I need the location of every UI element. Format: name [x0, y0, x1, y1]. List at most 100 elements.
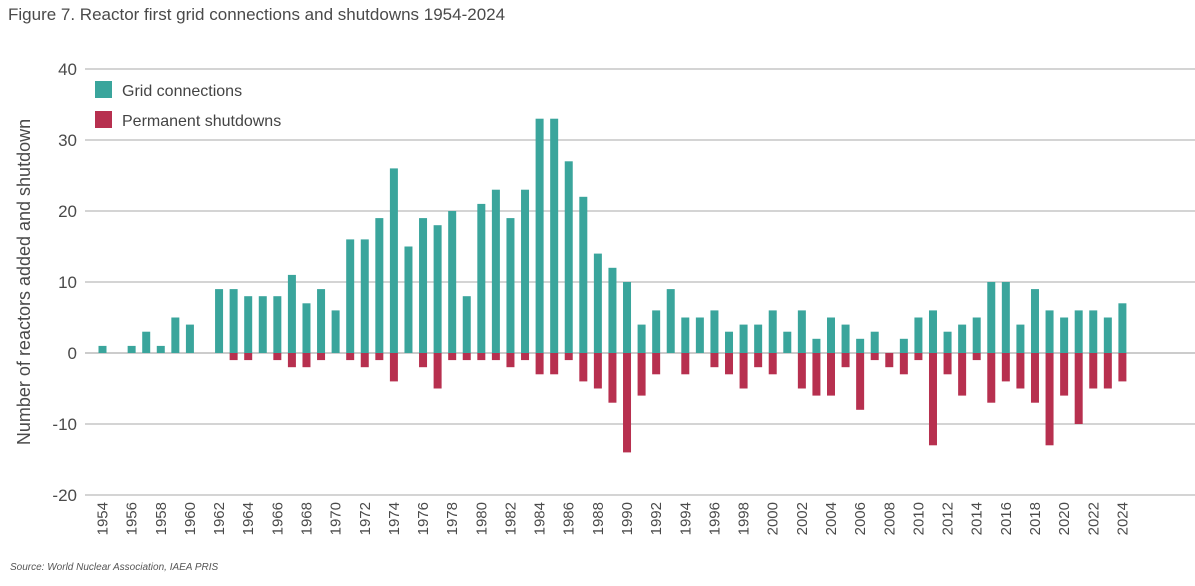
bar-grid-connections-1963	[229, 289, 238, 353]
bar-grid-connections-2022	[1089, 310, 1098, 353]
bar-permanent-shutdowns-2013	[958, 353, 967, 396]
bar-permanent-shutdowns-1972	[360, 353, 369, 368]
bar-grid-connections-1973	[375, 218, 384, 353]
bar-permanent-shutdowns-1998	[739, 353, 748, 389]
bar-permanent-shutdowns-2019	[1045, 353, 1054, 446]
bar-permanent-shutdowns-2020	[1060, 353, 1069, 396]
bar-permanent-shutdowns-2003	[812, 353, 821, 396]
bar-grid-connections-2020	[1060, 317, 1069, 353]
bar-grid-connections-2023	[1103, 317, 1112, 353]
bar-grid-connections-1970	[331, 310, 340, 353]
bar-grid-connections-1962	[215, 289, 224, 353]
bar-permanent-shutdowns-1977	[433, 353, 442, 389]
bar-permanent-shutdowns-2004	[827, 353, 835, 396]
bar-grid-connections-1998	[739, 324, 748, 353]
bar-grid-connections-1995	[695, 317, 704, 353]
x-tick-label: 2022	[1085, 502, 1102, 535]
x-tick-label: 1968	[298, 502, 315, 535]
bar-grid-connections-1991	[637, 324, 646, 353]
bar-grid-connections-2001	[783, 331, 792, 353]
bar-permanent-shutdowns-1979	[462, 353, 471, 361]
bar-grid-connections-1969	[317, 289, 326, 353]
x-tick-label: 2006	[852, 502, 869, 535]
bar-permanent-shutdowns-1988	[593, 353, 602, 389]
x-tick-label: 1960	[182, 502, 199, 535]
bar-grid-connections-2012	[943, 331, 952, 353]
bar-grid-connections-1976	[419, 218, 428, 353]
bar-grid-connections-2006	[856, 338, 865, 353]
bar-permanent-shutdowns-2007	[870, 353, 879, 361]
bar-grid-connections-2013	[958, 324, 967, 353]
bar-grid-connections-2015	[987, 282, 996, 353]
bar-grid-connections-1994	[681, 317, 690, 353]
y-tick-label: -10	[52, 415, 77, 434]
bar-permanent-shutdowns-1990	[623, 353, 632, 453]
bar-grid-connections-1982	[506, 218, 515, 353]
x-tick-label: 1974	[386, 502, 403, 535]
bar-grid-connections-2003	[812, 338, 821, 353]
bar-grid-connections-2007	[870, 331, 879, 353]
bar-grid-connections-1960	[185, 324, 194, 353]
bar-grid-connections-1992	[652, 310, 661, 353]
x-tick-label: 2000	[765, 502, 782, 535]
bar-grid-connections-2024	[1118, 303, 1127, 353]
bar-grid-connections-1975	[404, 246, 413, 353]
bar-permanent-shutdowns-1985	[550, 353, 559, 375]
bar-permanent-shutdowns-1994	[681, 353, 690, 375]
x-tick-label: 1988	[590, 502, 607, 535]
y-tick-label: 40	[58, 60, 77, 79]
bar-permanent-shutdowns-2015	[987, 353, 996, 403]
bar-permanent-shutdowns-1984	[535, 353, 544, 375]
bar-grid-connections-1986	[564, 161, 573, 353]
x-tick-label: 2016	[998, 502, 1015, 535]
bar-grid-connections-2019	[1045, 310, 1054, 353]
bar-permanent-shutdowns-2000	[768, 353, 777, 375]
x-tick-label: 1992	[648, 502, 665, 535]
bar-grid-connections-2016	[1001, 282, 1010, 353]
bar-grid-connections-1954	[98, 345, 107, 353]
bar-grid-connections-1958	[156, 345, 165, 353]
bar-grid-connections-2017	[1016, 324, 1025, 353]
bar-permanent-shutdowns-1992	[652, 353, 661, 375]
bar-permanent-shutdowns-1973	[375, 353, 384, 361]
bar-grid-connections-1980	[477, 203, 486, 353]
x-tick-label: 2004	[823, 502, 840, 535]
x-tick-label: 2024	[1114, 502, 1131, 535]
series-grid-connections	[98, 118, 1127, 353]
bar-grid-connections-1974	[389, 168, 398, 353]
bar-grid-connections-1988	[593, 253, 602, 353]
x-tick-label: 2014	[969, 502, 986, 535]
bar-permanent-shutdowns-2002	[797, 353, 806, 389]
bar-grid-connections-1967	[287, 274, 296, 353]
x-tick-label: 2012	[940, 502, 957, 535]
bar-permanent-shutdowns-1974	[389, 353, 398, 382]
bar-permanent-shutdowns-2006	[856, 353, 865, 410]
bar-permanent-shutdowns-2021	[1074, 353, 1083, 424]
x-tick-label: 1990	[619, 502, 636, 535]
bar-grid-connections-1993	[666, 289, 675, 353]
x-tick-label: 2020	[1056, 502, 1073, 535]
bar-grid-connections-1984	[535, 118, 544, 353]
x-tick-label: 1956	[124, 502, 141, 535]
x-tick-label: 1998	[736, 502, 753, 535]
x-tick-label: 1994	[677, 502, 694, 535]
bar-grid-connections-1964	[244, 296, 253, 353]
bar-permanent-shutdowns-1963	[229, 353, 238, 361]
x-tick-label: 1966	[269, 502, 286, 535]
bar-permanent-shutdowns-1996	[710, 353, 719, 368]
bar-permanent-shutdowns-2008	[885, 353, 894, 368]
bar-permanent-shutdowns-2014	[972, 353, 981, 361]
bar-permanent-shutdowns-1999	[754, 353, 763, 368]
legend-swatch-permanent-shutdowns	[95, 111, 112, 128]
bar-grid-connections-1966	[273, 296, 282, 353]
legend: Grid connections Permanent shutdowns	[95, 81, 281, 130]
gridlines	[85, 68, 1195, 496]
bar-grid-connections-1996	[710, 310, 719, 353]
bar-permanent-shutdowns-1968	[302, 353, 311, 368]
bar-grid-connections-1977	[433, 225, 442, 353]
bar-permanent-shutdowns-1967	[287, 353, 296, 368]
bar-grid-connections-1972	[360, 239, 369, 353]
bar-grid-connections-1997	[725, 331, 734, 353]
bar-grid-connections-1959	[171, 317, 180, 353]
bar-grid-connections-1983	[521, 189, 530, 353]
